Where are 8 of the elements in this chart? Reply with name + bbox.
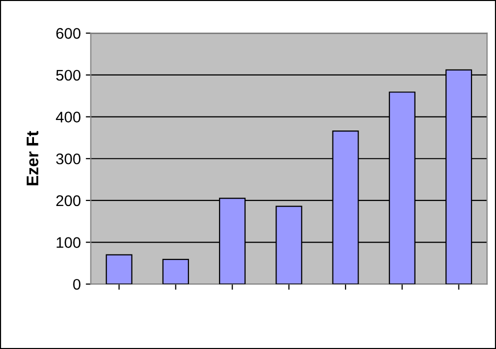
y-tick-label: 300 [56, 153, 80, 164]
y-tick-label: 600 [56, 28, 80, 39]
y-tick-label: 500 [56, 70, 80, 81]
y-axis-title: Ezer Ft [26, 131, 38, 186]
y-tick-label: 100 [56, 237, 80, 248]
y-tick-label: 400 [56, 112, 80, 122]
y-tick-label: 0 [73, 278, 80, 290]
y-tick-label: 200 [56, 195, 80, 206]
